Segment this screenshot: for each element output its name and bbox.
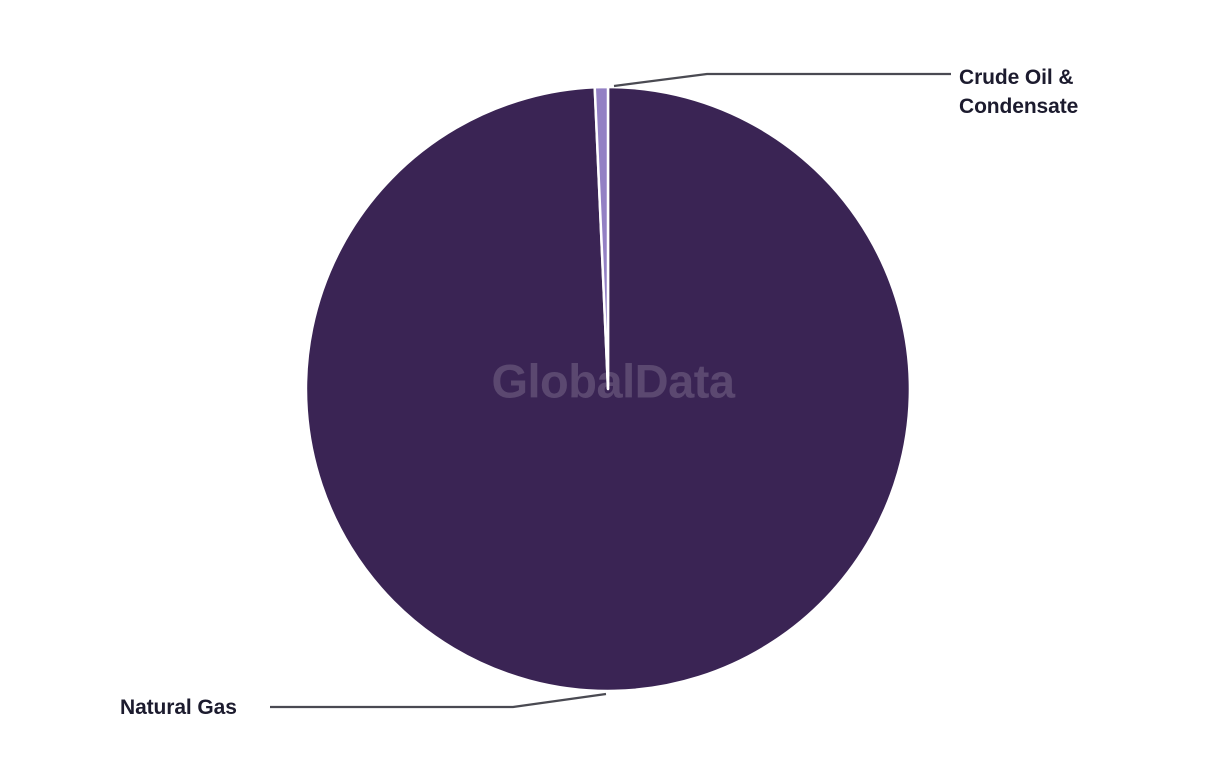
pie-slices-group xyxy=(304,85,912,693)
leader-line-crude-oil xyxy=(613,72,951,88)
pie-label-crude-oil-condensate: Crude Oil & Condensate xyxy=(959,66,1079,118)
pie-label-natural-gas: Natural Gas xyxy=(120,696,237,719)
pie-slice-crude-oil-condensate[interactable] xyxy=(593,85,610,391)
globaldata-watermark: GlobalData xyxy=(491,355,735,408)
leader-lines-group xyxy=(270,72,951,709)
leader-line-natural-gas xyxy=(270,692,607,709)
